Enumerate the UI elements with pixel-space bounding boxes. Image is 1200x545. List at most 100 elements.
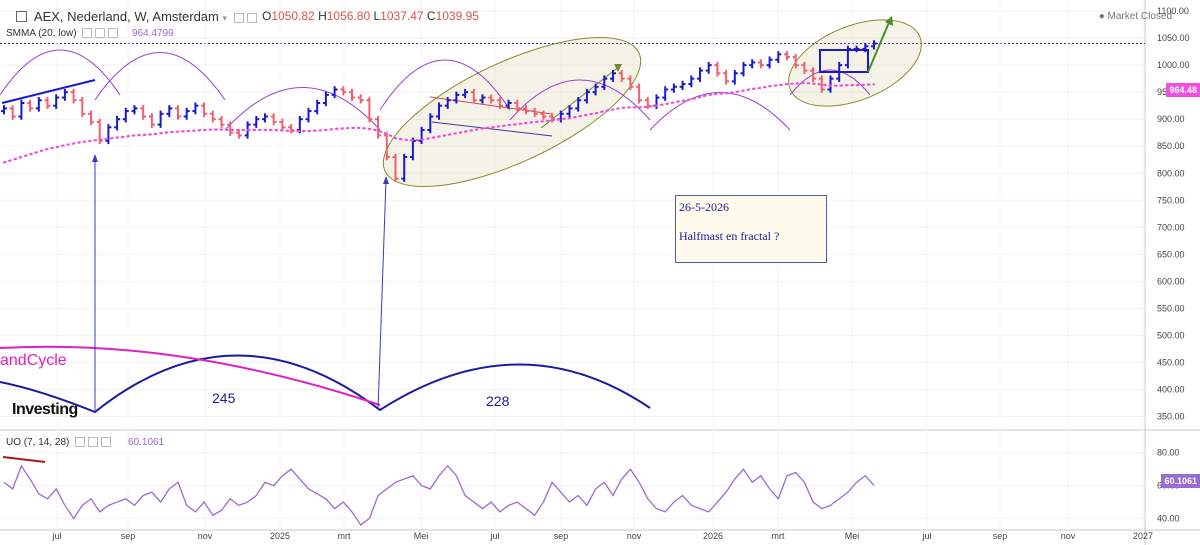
price-bars (1, 40, 877, 182)
ohlc-bar (18, 99, 25, 120)
eye-icon[interactable] (82, 28, 93, 39)
ohlc-bar (279, 118, 286, 131)
ohlc-bar (688, 75, 695, 88)
ohlc-bar (723, 70, 730, 85)
ohlc-bar (183, 107, 190, 120)
ohlc-bar (505, 99, 512, 109)
ohlc-bar (262, 113, 268, 123)
note-text: Halfmast en fractal ? (679, 229, 780, 243)
ohlc-bar (79, 97, 86, 118)
x-tick-label: mrt (772, 531, 785, 541)
ohlc-bar (114, 115, 121, 131)
ohlc-bar (314, 99, 321, 115)
ohlc-bar (444, 97, 451, 109)
ohlc-bar (357, 94, 364, 104)
ohlc-bar (1, 105, 7, 115)
arrow-head-icon (383, 176, 389, 184)
cycle-arc (789, 69, 871, 96)
y-tick-label: 600.00 (1157, 276, 1185, 286)
eye-icon[interactable] (75, 437, 86, 448)
ohlc-bar (305, 107, 312, 123)
uo-legend[interactable]: UO (7, 14, 28) (6, 437, 112, 448)
ohlc-bar (540, 110, 547, 120)
smma-polyline (2, 81, 876, 164)
ohlc-bar (523, 105, 529, 115)
ohlc-bar (122, 107, 129, 123)
ohlc-bar (227, 121, 234, 136)
ohlc-bar (366, 97, 373, 123)
ohlc-bar (801, 61, 808, 74)
close-icon[interactable] (108, 28, 119, 39)
ohlc-bar (322, 91, 329, 107)
y-tick-label: 700.00 (1157, 222, 1185, 232)
uo-polyline (3, 464, 875, 527)
cycle-arc (509, 79, 651, 121)
ohlc-bar (714, 61, 721, 77)
uo-tick-label: 40.00 (1157, 513, 1180, 523)
ohlc-bar (70, 88, 77, 104)
ellipse-annotation (788, 19, 922, 107)
trend-line (540, 65, 621, 129)
ohlc-bar (583, 88, 590, 104)
annotation-note[interactable]: 26-5-2026 Halfmast en fractal ? (675, 195, 827, 263)
x-tick-label: jul (51, 531, 61, 541)
x-tick-label: nov (198, 531, 213, 541)
cycle-arc (379, 59, 511, 111)
gear-icon[interactable] (95, 28, 106, 39)
ohlc-bar (140, 105, 147, 120)
symbol-title[interactable]: AEX, Nederland, W, Amsterdam ▾ (16, 9, 257, 24)
ohlc-bar (166, 105, 173, 118)
ohlc-bar (331, 86, 338, 99)
ohlc-bar (514, 99, 521, 112)
x-tick-label: Mei (845, 531, 860, 541)
collapse-icon[interactable] (16, 11, 27, 22)
y-tick-label: 800.00 (1157, 168, 1185, 178)
ohlc-bar (862, 42, 869, 53)
ohlc-bar (731, 70, 738, 85)
ellipse-annotation (382, 36, 642, 188)
y-tick-label: 850.00 (1157, 141, 1185, 151)
y-tick-label: 900.00 (1157, 114, 1185, 124)
smma-price-tag: 964.48 (1166, 83, 1200, 97)
ohlc-bar (175, 105, 181, 120)
y-tick-label: 350.00 (1157, 411, 1185, 421)
ohlc-bar (479, 94, 486, 104)
gear-icon[interactable] (246, 12, 257, 23)
ohlc-bar (105, 124, 112, 145)
y-tick-label: 650.00 (1157, 249, 1185, 259)
x-tick-label: sep (554, 531, 569, 541)
ohlc-bar (853, 45, 860, 53)
ohlc-bar (531, 107, 538, 118)
axes: 1100.001050.001000.00950.00900.00850.008… (51, 6, 1189, 541)
eye-icon[interactable] (233, 12, 244, 23)
note-date: 26-5-2026 (679, 200, 729, 214)
gear-icon[interactable] (88, 437, 99, 448)
cycle-label: andCycle (0, 352, 67, 369)
arrow-head-icon (614, 64, 622, 72)
close-icon[interactable] (101, 437, 112, 448)
x-tick-label: sep (121, 531, 136, 541)
ohlc-bar (44, 97, 51, 109)
projection-arrow (867, 19, 891, 73)
ohlc-bar (792, 53, 799, 69)
ohlc-bar (201, 102, 208, 118)
ohlc-bar (757, 59, 764, 69)
ohlc-bar (662, 86, 669, 101)
ohlc-bar (575, 97, 582, 112)
chevron-down-icon[interactable]: ▾ (222, 13, 228, 23)
ohlc-bar (61, 88, 68, 101)
ohlc-bar (496, 97, 503, 109)
ohlc-bar (401, 153, 408, 182)
x-tick-label: nov (1061, 531, 1076, 541)
ohlc-bar (488, 94, 495, 104)
market-status: ● Market Closed (1098, 11, 1172, 22)
ohlc-bar (383, 132, 390, 161)
ohlc-bar (836, 61, 843, 82)
smma-legend[interactable]: SMMA (20, low) (6, 28, 119, 39)
ohlc-bar (610, 70, 616, 82)
ohlc-bar (218, 115, 225, 128)
ohlc-bar (697, 67, 703, 82)
ohlc-bar (270, 113, 277, 126)
